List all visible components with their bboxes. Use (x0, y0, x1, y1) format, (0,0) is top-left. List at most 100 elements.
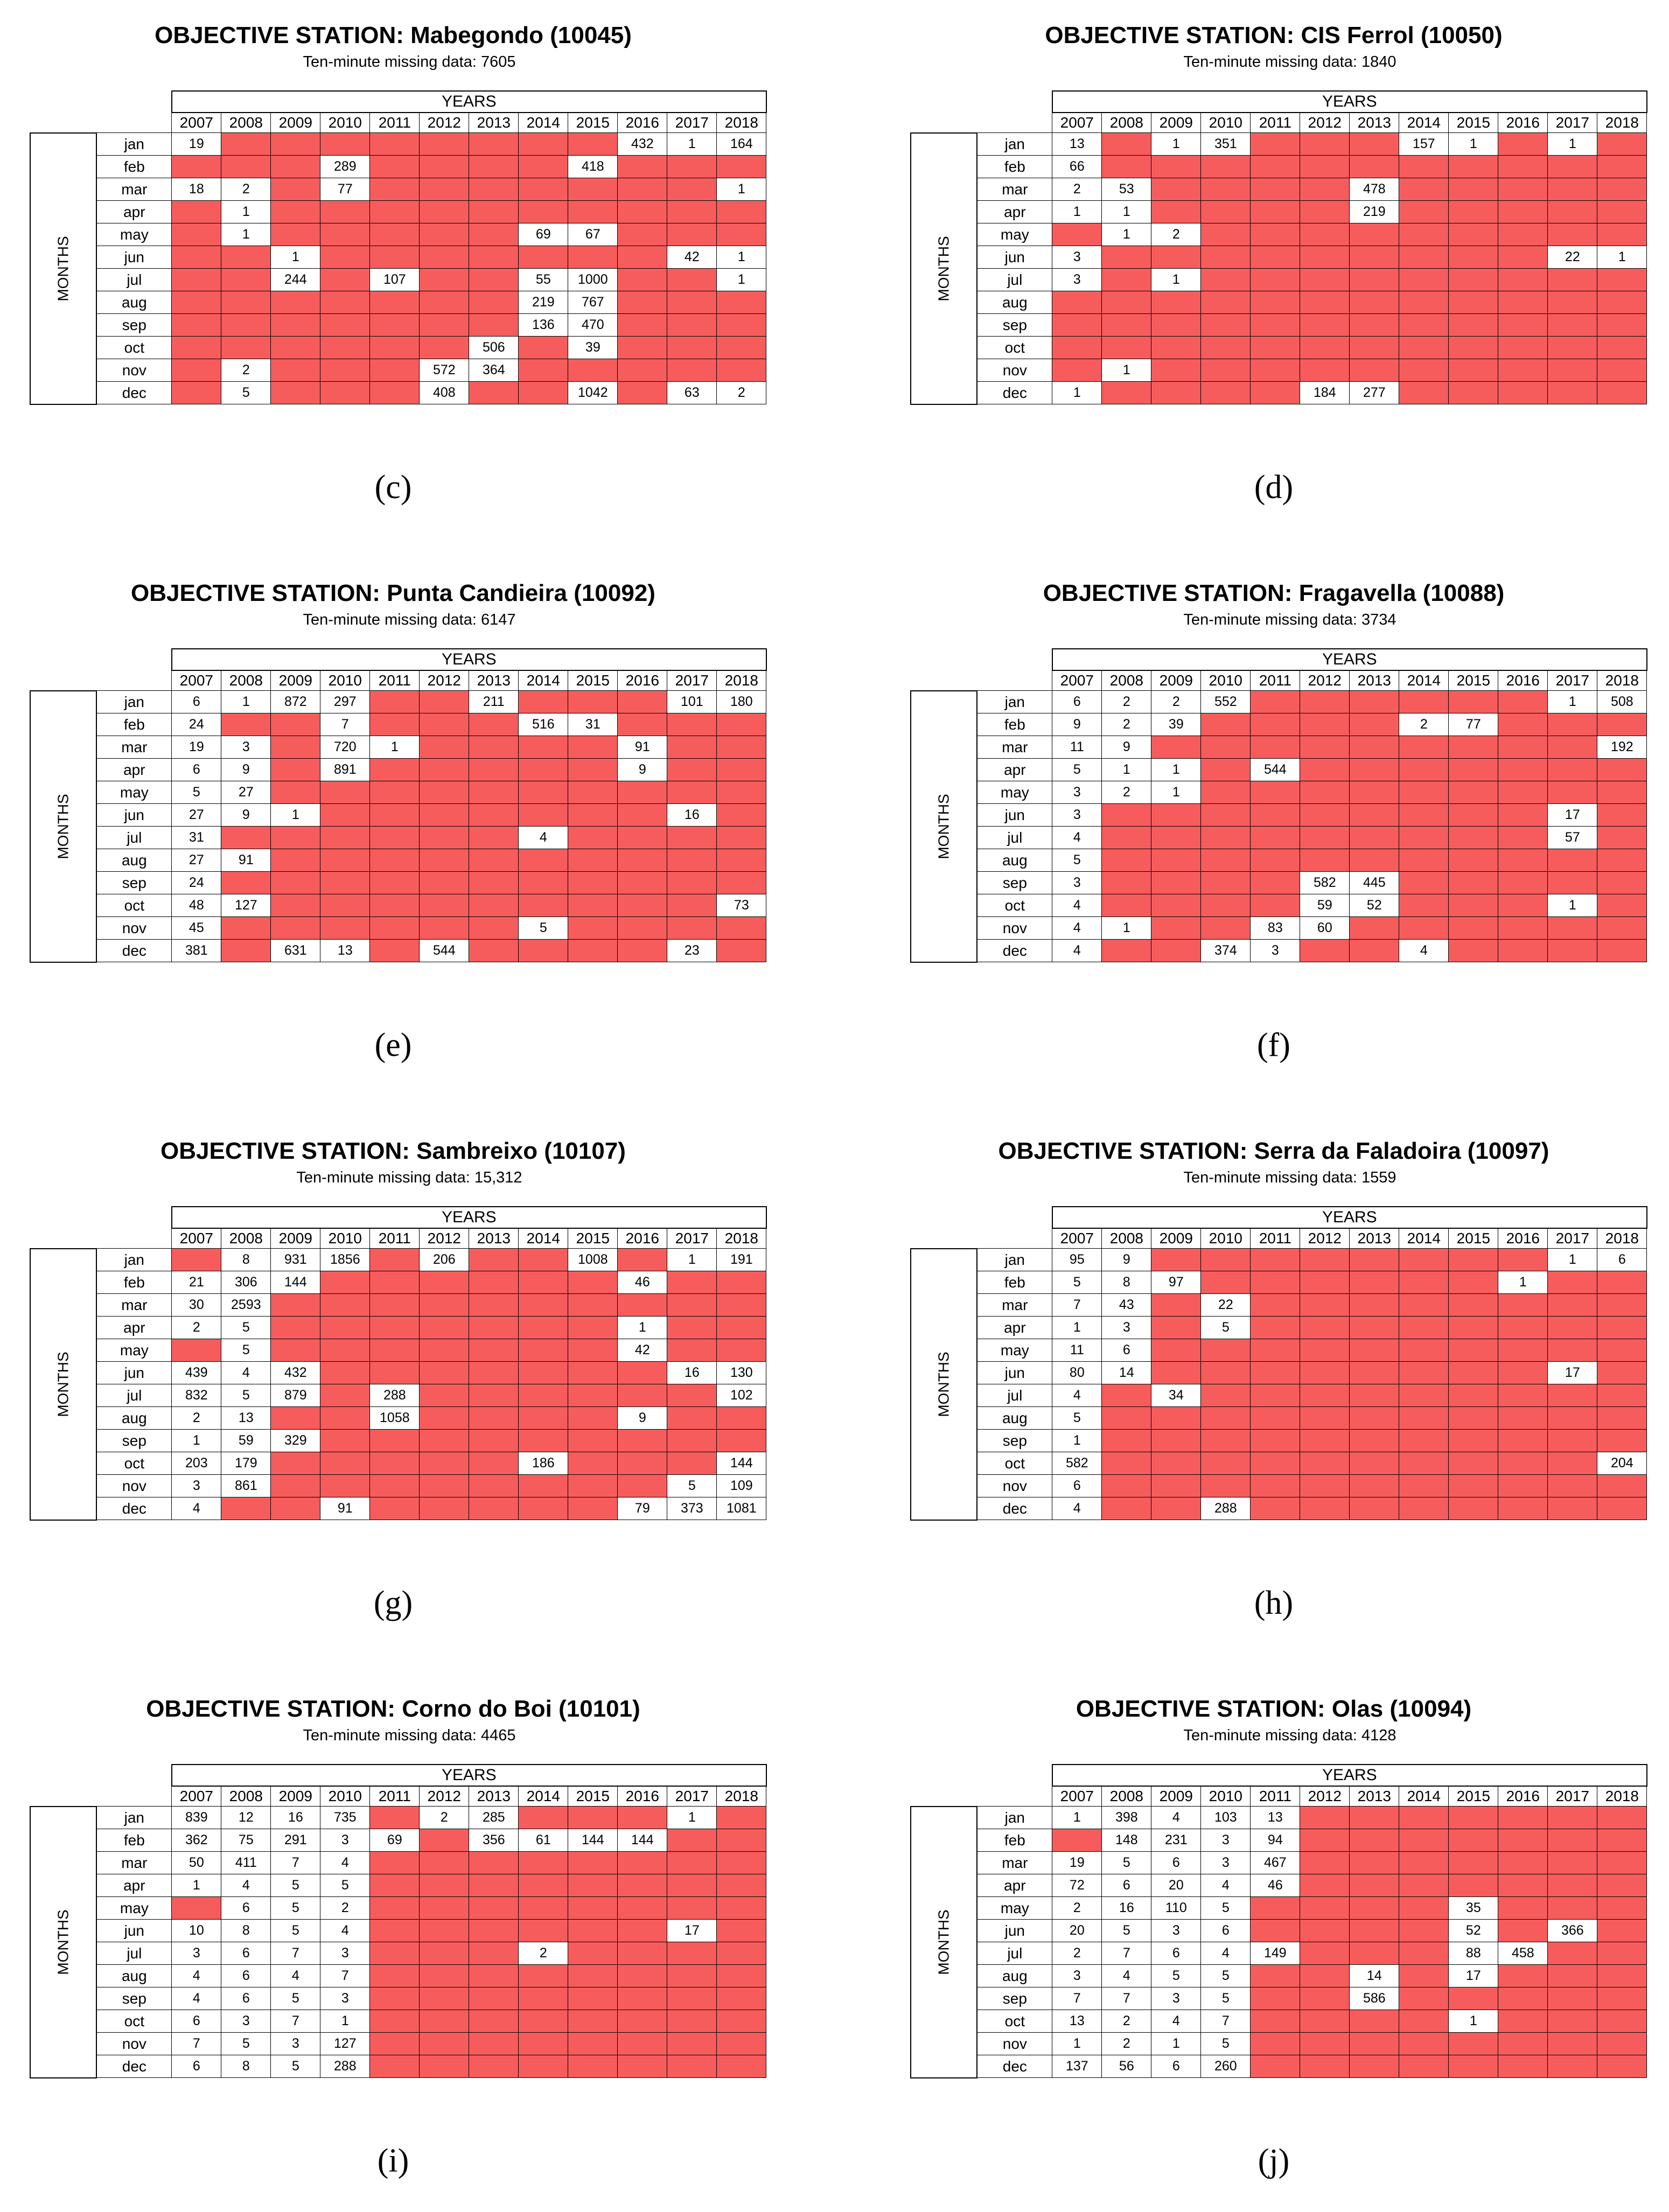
value-cell: 3 (1052, 781, 1102, 804)
heatmap-panel: OBJECTIVE STATION: Sambreixo (10107) Ten-… (29, 1137, 773, 1622)
table-row: apr 5 1 1 544 (911, 758, 1647, 781)
value-cell: 103 (1200, 1806, 1251, 1829)
value-cell: 7 (1200, 2010, 1251, 2033)
missing-cell (1200, 1361, 1251, 1384)
table-row: may 5 27 (30, 781, 767, 804)
year-label: 2014 (1399, 1786, 1449, 1807)
years-header: YEARS (171, 90, 767, 113)
table-row: may 5 42 (30, 1339, 767, 1362)
year-label: 2012 (419, 1786, 470, 1807)
missing-cell (1101, 871, 1152, 894)
year-label: 2011 (369, 112, 420, 133)
value-cell: 9 (617, 1406, 668, 1430)
table-row: sep 4 6 5 3 (30, 1987, 767, 2010)
table-row: jun 439 4 432 16 130 (30, 1361, 767, 1384)
missing-cell (1399, 291, 1449, 314)
panel-caption: (j) (1258, 2143, 1290, 2179)
missing-cell (1399, 803, 1449, 827)
value-cell: 91 (320, 1497, 371, 1520)
year-label: 2016 (617, 1228, 668, 1249)
missing-cell (270, 359, 321, 382)
month-label: sep (96, 1987, 172, 2010)
missing-cell (1200, 359, 1251, 382)
missing-cell (1101, 246, 1152, 269)
value-cell: 3 (1101, 1316, 1152, 1339)
missing-cell (419, 268, 470, 291)
missing-cell (1399, 1429, 1449, 1452)
year-label: 2007 (171, 1786, 222, 1807)
value-cell: 2 (419, 1806, 470, 1829)
missing-cell (568, 359, 618, 382)
missing-cell (667, 1452, 717, 1475)
month-label: jan (977, 690, 1052, 713)
value-cell: 478 (1349, 178, 1400, 201)
missing-cell (1300, 1851, 1350, 1874)
years-header: YEARS (1051, 648, 1647, 671)
missing-cell (617, 1942, 668, 1965)
value-cell: 91 (617, 736, 668, 759)
missing-cell (1399, 1942, 1449, 1965)
missing-cell (1200, 1384, 1251, 1407)
year-label: 2008 (221, 112, 271, 133)
table-row: feb 9 2 39 2 77 (911, 713, 1647, 736)
value-cell: 366 (1547, 1919, 1598, 1942)
missing-cell (1151, 1339, 1202, 1362)
missing-cell (518, 246, 569, 269)
missing-cell (1547, 268, 1598, 291)
missing-cell (1399, 2010, 1449, 2033)
missing-cell (1498, 1316, 1548, 1339)
value-cell: 4 (1151, 2010, 1202, 2033)
missing-cell (1547, 313, 1598, 337)
month-label: jun (977, 1919, 1052, 1942)
missing-cell (518, 1919, 569, 1942)
value-cell: 6 (1151, 1942, 1202, 1965)
missing-cell (1300, 132, 1350, 156)
missing-cell (419, 1942, 470, 1965)
missing-cell (716, 713, 767, 736)
value-cell: 3 (1052, 246, 1102, 269)
missing-cell (469, 939, 519, 962)
missing-cell (369, 1474, 420, 1497)
missing-cell (667, 2010, 717, 2033)
missing-cell (1498, 1497, 1548, 1520)
missing-cell (518, 1316, 569, 1339)
missing-cell (568, 803, 618, 827)
missing-cell (667, 849, 717, 872)
value-cell: 5 (1200, 1896, 1251, 1920)
value-cell: 1 (1597, 246, 1647, 269)
missing-cell (1349, 1429, 1400, 1452)
missing-cell (1597, 1361, 1647, 1384)
value-cell: 14 (1349, 1964, 1400, 1987)
missing-cell (469, 132, 519, 156)
month-label: may (96, 223, 172, 246)
missing-cell (1597, 200, 1647, 223)
missing-data-table: YEARS 2007 2008 2009 2010 2011 2012 2013 2014 201… (29, 1206, 767, 1521)
missing-cell (1597, 268, 1647, 291)
value-cell: 6 (171, 2010, 222, 2033)
value-cell: 11 (1052, 1339, 1102, 1362)
missing-cell (568, 736, 618, 759)
missing-cell (568, 1361, 618, 1384)
year-label: 2015 (568, 1228, 618, 1249)
value-cell: 7 (320, 713, 371, 736)
value-cell: 17 (667, 1919, 717, 1942)
year-label: 2011 (1250, 670, 1301, 691)
missing-cell (1498, 736, 1548, 759)
table-row: MONTHS jan 6 1 872 297 211 101 180 (29, 690, 767, 963)
value-cell: 3 (1200, 1851, 1251, 1874)
value-cell: 80 (1052, 1361, 1102, 1384)
missing-cell (518, 1293, 569, 1317)
value-cell: 5 (270, 1987, 321, 2010)
value-cell: 5 (1200, 2032, 1251, 2055)
missing-cell (1250, 1316, 1301, 1339)
missing-cell (320, 1339, 371, 1362)
missing-cell (1250, 381, 1301, 404)
value-cell: 418 (568, 155, 618, 178)
month-label: oct (96, 894, 172, 917)
missing-cell (369, 713, 420, 736)
value-cell: 6 (171, 758, 222, 781)
panel-caption: (h) (1254, 1585, 1294, 1621)
value-cell: 20 (1052, 1919, 1102, 1942)
missing-cell (1399, 1874, 1449, 1897)
month-label: dec (96, 1497, 172, 1520)
